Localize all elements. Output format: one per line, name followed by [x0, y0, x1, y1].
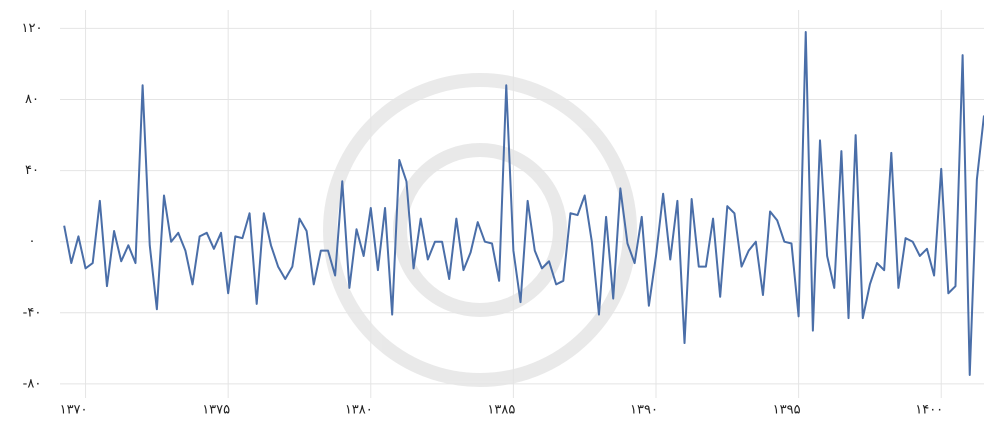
x-tick-label: ۱۳۸۵	[487, 403, 515, 418]
x-tick-label: ۱۴۰۰	[915, 403, 943, 418]
y-tick-label: ۰	[29, 234, 36, 249]
x-tick-label: ۱۳۸۰	[345, 403, 373, 418]
y-tick-label: -۴۰	[23, 305, 42, 320]
y-tick-label: ۴۰	[25, 163, 39, 178]
y-tick-label: ۸۰	[25, 92, 39, 107]
x-tick-label: ۱۳۹۵	[773, 403, 801, 418]
x-tick-label: ۱۳۷۰	[60, 403, 88, 418]
x-tick-label: ۱۳۷۵	[202, 403, 230, 418]
y-tick-label: -۸۰	[23, 376, 42, 391]
chart: ۱۲۰ ۸۰ ۴۰ ۰ -۴۰ -۸۰ ۱۳۷۰ ۱۳۷۵ ۱۳۸۰ ۱۳۸۵ ۱۳۹۰ ۱۳۹۵ ۱۴…	[0, 0, 984, 423]
y-tick-label: ۱۲۰	[22, 21, 43, 36]
x-tick-label: ۱۳۹۰	[630, 403, 658, 418]
